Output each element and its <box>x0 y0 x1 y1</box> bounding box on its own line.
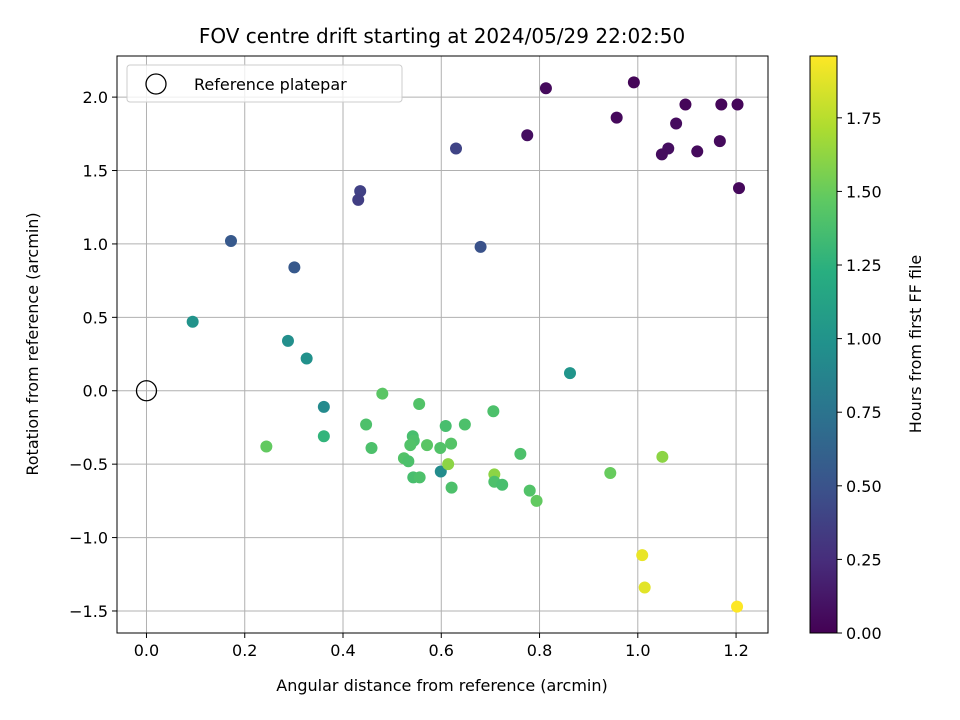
colorbar-label: Hours from first FF file <box>906 255 925 434</box>
x-tick-label: 1.0 <box>625 641 650 660</box>
data-point <box>474 240 487 253</box>
data-point <box>731 98 744 111</box>
data-point <box>655 148 668 161</box>
data-point <box>523 484 536 497</box>
colorbar-tick-label: 0.00 <box>846 624 882 643</box>
y-tick-label: 2.0 <box>83 88 108 107</box>
y-tick-label: 0.0 <box>83 382 108 401</box>
colorbar: 0.00 0.25 0.50 0.75 1.00 1.25 1.50 1.75 Hours f… <box>809 55 925 643</box>
data-point <box>691 145 704 158</box>
data-point <box>604 466 617 479</box>
data-point <box>224 234 237 247</box>
colorbar-tick-label: 0.75 <box>846 403 882 422</box>
data-point <box>442 458 455 471</box>
colorbar-tick-label: 1.00 <box>846 330 882 349</box>
data-point <box>656 450 669 463</box>
x-tick-label: 0.6 <box>429 641 454 660</box>
data-point <box>317 430 330 443</box>
data-point <box>439 419 452 432</box>
data-point <box>638 581 651 594</box>
data-point <box>288 261 301 274</box>
data-point <box>434 465 447 478</box>
colorbar-tick-label: 1.75 <box>846 109 882 128</box>
data-point <box>402 455 415 468</box>
x-axis-ticks: 0.0 0.2 0.4 0.6 0.8 1.0 1.2 <box>134 633 749 660</box>
data-point <box>300 352 313 365</box>
data-point <box>610 111 623 124</box>
data-point <box>521 129 534 142</box>
data-point <box>434 442 447 455</box>
data-point <box>636 549 649 562</box>
data-point <box>186 315 199 328</box>
data-point <box>496 478 509 491</box>
data-point <box>458 418 471 431</box>
data-point <box>376 387 389 400</box>
data-point <box>679 98 692 111</box>
data-point <box>627 76 640 89</box>
grid <box>117 56 768 633</box>
x-axis-label: Angular distance from reference (arcmin) <box>276 676 607 695</box>
y-tick-label: −1.0 <box>69 529 108 548</box>
data-point <box>563 367 576 380</box>
data-points <box>186 76 746 613</box>
x-tick-label: 0.4 <box>330 641 355 660</box>
data-point <box>445 437 458 450</box>
colorbar-tick-label: 1.50 <box>846 182 882 201</box>
y-tick-label: 1.5 <box>83 162 108 181</box>
data-point <box>413 397 426 410</box>
legend-entry-reference: Reference platepar <box>194 75 347 94</box>
chart-title: FOV centre drift starting at 2024/05/29 … <box>199 24 685 48</box>
data-point <box>352 193 365 206</box>
colorbar-tick-label: 1.25 <box>846 256 882 275</box>
data-point <box>413 471 426 484</box>
colorbar-ticks: 0.00 0.25 0.50 0.75 1.00 1.25 1.50 1.75 <box>837 109 882 643</box>
x-tick-label: 0.8 <box>527 641 552 660</box>
y-tick-label: −0.5 <box>69 455 108 474</box>
x-tick-label: 0.2 <box>232 641 257 660</box>
y-axis-ticks: −1.5 −1.0 −0.5 0.0 0.5 1.0 1.5 2.0 <box>69 88 117 621</box>
data-point <box>713 135 726 148</box>
x-tick-label: 1.2 <box>723 641 748 660</box>
colorbar-gradient <box>809 55 838 634</box>
data-point <box>715 98 728 111</box>
x-tick-label: 0.0 <box>134 641 159 660</box>
data-point <box>530 494 543 507</box>
y-tick-label: 1.0 <box>83 235 108 254</box>
plot-frame <box>116 55 769 634</box>
data-point <box>317 400 330 413</box>
data-point <box>487 405 500 418</box>
legend-box <box>126 64 403 103</box>
legend: Reference platepar <box>126 64 403 103</box>
reference-marker-layer <box>135 380 158 402</box>
data-point <box>360 418 373 431</box>
y-tick-label: 0.5 <box>83 308 108 327</box>
data-point <box>260 440 273 453</box>
data-point <box>450 142 463 155</box>
data-point <box>539 82 552 95</box>
data-point <box>365 442 378 455</box>
colorbar-tick-label: 0.50 <box>846 477 882 496</box>
data-point <box>514 447 527 460</box>
data-point <box>733 182 746 195</box>
y-tick-label: −1.5 <box>69 602 108 621</box>
data-point <box>421 439 434 452</box>
legend-reference-marker <box>145 73 167 95</box>
data-point <box>281 334 294 347</box>
data-point <box>404 439 417 452</box>
data-point <box>731 600 744 613</box>
data-point <box>670 117 683 130</box>
data-point <box>445 481 458 494</box>
reference-platepar-marker <box>135 380 158 402</box>
colorbar-tick-label: 0.25 <box>846 550 882 569</box>
y-axis-label: Rotation from reference (arcmin) <box>23 212 42 475</box>
